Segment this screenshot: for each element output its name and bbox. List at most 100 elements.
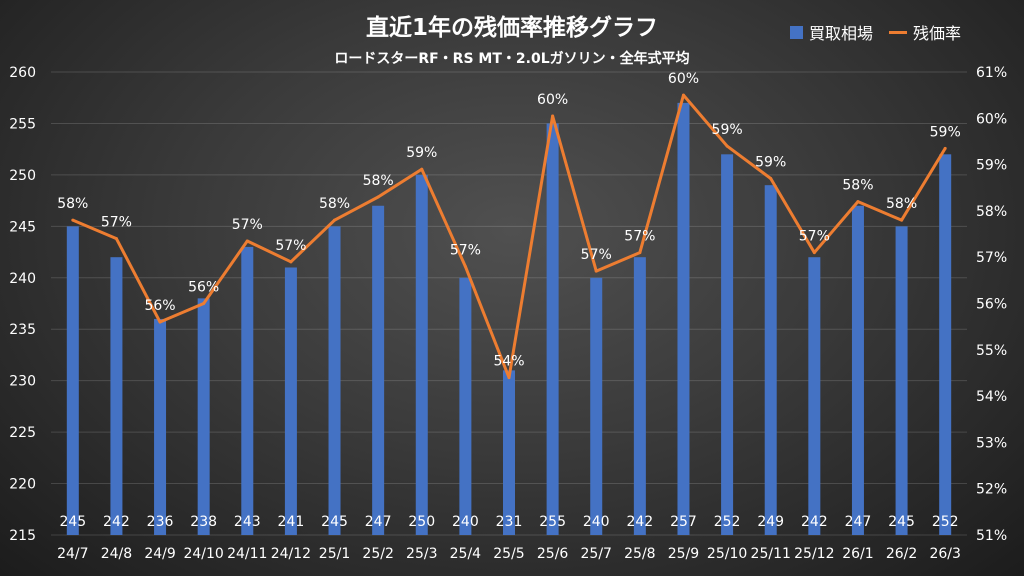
- line-value-label: 57%: [581, 247, 612, 263]
- bar: [764, 185, 777, 535]
- line-point: [333, 218, 337, 222]
- x-axis-tick: 24/12: [271, 546, 311, 562]
- line-point: [114, 237, 118, 241]
- legend-bar-label: 買取相場: [809, 24, 874, 43]
- x-axis-tick: 25/3: [406, 546, 437, 562]
- line-value-label: 57%: [450, 242, 481, 258]
- bar-value-label: 242: [626, 514, 653, 530]
- bar: [66, 226, 79, 536]
- bar-value-label: 241: [278, 514, 305, 530]
- bar: [415, 174, 428, 535]
- chart-subtitle: ロードスターRF・RS MT・2.0Lガソリン・全年式平均: [334, 51, 690, 67]
- line-value-label: 57%: [101, 215, 132, 231]
- x-axis-tick: 25/4: [450, 546, 482, 562]
- x-axis-tick: 25/12: [794, 546, 834, 562]
- bar: [241, 246, 254, 535]
- x-axis-tick: 25/6: [537, 546, 569, 562]
- right-axis-tick: 55%: [976, 343, 1007, 359]
- line-point: [856, 200, 860, 204]
- line-point: [812, 251, 816, 255]
- line-point: [943, 146, 947, 150]
- line-point: [900, 218, 904, 222]
- bar-value-label: 252: [932, 514, 959, 530]
- bar-value-label: 247: [845, 514, 872, 530]
- line-point: [681, 93, 685, 97]
- line-point: [638, 251, 642, 255]
- x-axis-tick: 25/1: [319, 546, 350, 562]
- right-axis-tick: 61%: [976, 65, 1007, 81]
- line-value-label: 58%: [842, 178, 873, 194]
- x-axis-tick: 25/11: [751, 546, 791, 562]
- line-value-label: 56%: [188, 280, 219, 296]
- right-axis-tick: 51%: [976, 528, 1007, 544]
- line-value-label: 54%: [493, 354, 524, 370]
- line-point: [769, 176, 773, 180]
- line-point: [71, 218, 75, 222]
- line-point: [463, 264, 467, 268]
- right-axis-tick: 53%: [976, 435, 1007, 451]
- line-value-label: 58%: [319, 196, 350, 212]
- x-axis-tick: 26/1: [842, 546, 873, 562]
- right-axis-tick: 56%: [976, 297, 1007, 313]
- right-axis-tick: 54%: [976, 389, 1007, 405]
- bar-value-label: 242: [103, 514, 130, 530]
- bar-value-label: 255: [539, 514, 566, 530]
- line-value-label: 58%: [886, 196, 917, 212]
- bar: [633, 257, 646, 535]
- line-value-label: 59%: [755, 154, 786, 170]
- bar-value-label: 242: [801, 514, 828, 530]
- bar-value-label: 245: [59, 514, 86, 530]
- bar-value-label: 238: [190, 514, 217, 530]
- right-axis-tick: 52%: [976, 482, 1007, 498]
- bar-value-label: 245: [888, 514, 915, 530]
- bar-value-label: 249: [757, 514, 784, 530]
- bar-value-label: 247: [365, 514, 392, 530]
- line-point: [202, 302, 206, 305]
- legend: 買取相場 残価率: [790, 20, 961, 44]
- left-axis-tick: 235: [9, 322, 36, 338]
- line-value-label: 59%: [930, 124, 961, 140]
- x-axis-tick: 25/8: [624, 546, 655, 562]
- left-axis-tick: 220: [9, 477, 36, 493]
- left-axis-tick: 225: [9, 425, 36, 441]
- left-axis-tick: 255: [9, 116, 36, 132]
- bar: [459, 277, 472, 535]
- bar-value-label: 252: [714, 514, 741, 530]
- legend-line-swatch: [889, 30, 908, 34]
- right-axis-tick: 58%: [976, 204, 1007, 220]
- x-axis-tick: 26/3: [929, 546, 960, 562]
- bar: [372, 205, 385, 535]
- chart-title: 直近1年の残価率推移グラフ: [365, 15, 658, 41]
- bar: [546, 123, 559, 535]
- line-point: [420, 167, 424, 171]
- right-axis-tick: 60%: [976, 111, 1007, 127]
- x-axis-tick: 25/5: [493, 546, 524, 562]
- line-value-label: 58%: [363, 173, 394, 189]
- line-point: [158, 320, 162, 324]
- left-axis-tick: 250: [9, 168, 36, 184]
- x-axis-tick: 25/9: [668, 546, 699, 562]
- left-axis-tick: 245: [9, 219, 36, 235]
- x-axis-tick: 24/7: [57, 546, 88, 562]
- bar: [721, 154, 734, 536]
- bar: [808, 257, 821, 535]
- bar: [895, 226, 908, 536]
- bar: [939, 154, 952, 536]
- x-axis-tick: 25/7: [581, 546, 612, 562]
- x-axis-tick: 24/11: [227, 546, 267, 562]
- line-value-label: 60%: [537, 92, 568, 108]
- bar-value-label: 236: [147, 514, 174, 530]
- line-point: [245, 239, 249, 243]
- line-value-label: 57%: [232, 217, 263, 233]
- bar: [154, 318, 167, 535]
- line-value-label: 57%: [275, 238, 306, 254]
- right-axis-tick: 57%: [976, 250, 1007, 266]
- bar: [197, 298, 210, 535]
- bar: [110, 257, 123, 535]
- left-axis-tick: 260: [9, 65, 36, 81]
- bar-value-label: 257: [670, 514, 697, 530]
- bar: [851, 205, 864, 535]
- legend-line-label: 残価率: [913, 24, 962, 43]
- x-axis-tick: 25/10: [707, 546, 747, 562]
- bar-value-label: 240: [452, 514, 479, 530]
